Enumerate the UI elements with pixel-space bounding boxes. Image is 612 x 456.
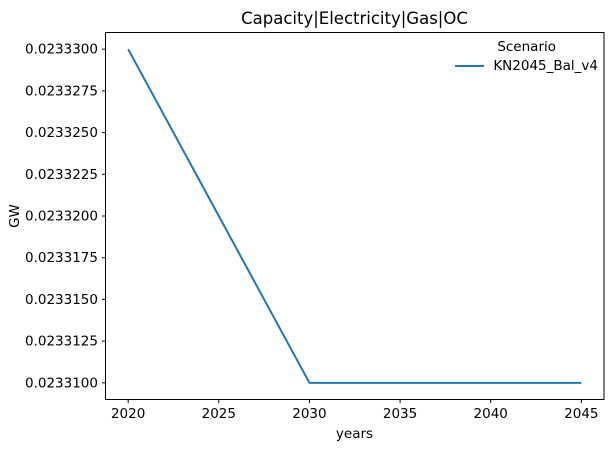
y-tick-label: 0.0233125 [25, 334, 98, 350]
x-axis-label: years [335, 426, 374, 442]
y-tick-label: 0.0233250 [25, 125, 98, 141]
y-tick-label: 0.0233200 [25, 209, 98, 225]
y-tick-label: 0.0233100 [25, 375, 98, 391]
x-tick-label: 2040 [474, 406, 508, 422]
x-tick-label: 2045 [564, 406, 598, 422]
y-tick-label: 0.0233225 [25, 167, 98, 183]
legend-entry-label: KN2045_Bal_v4 [493, 58, 598, 74]
axes-frame [105, 32, 605, 400]
legend-line-sample [455, 65, 485, 67]
y-tick-label: 0.0233175 [25, 250, 98, 266]
x-tick-label: 2020 [111, 406, 145, 422]
series-line-kn2045-bal-v4 [127, 48, 582, 384]
x-tick-label: 2030 [292, 406, 326, 422]
y-tick-label: 0.0233300 [25, 42, 98, 58]
y-tick-label: 0.0233275 [25, 83, 98, 99]
legend-entry: KN2045_Bal_v4 [455, 58, 598, 74]
chart-title: Capacity|Electricity|Gas|OC [241, 9, 468, 28]
y-axis-label: GW [7, 204, 23, 228]
x-tick-label: 2035 [383, 406, 417, 422]
legend: Scenario KN2045_Bal_v4 [455, 39, 598, 74]
legend-title: Scenario [497, 39, 556, 55]
x-tick-label: 2025 [202, 406, 236, 422]
y-tick-label: 0.0233150 [25, 292, 98, 308]
